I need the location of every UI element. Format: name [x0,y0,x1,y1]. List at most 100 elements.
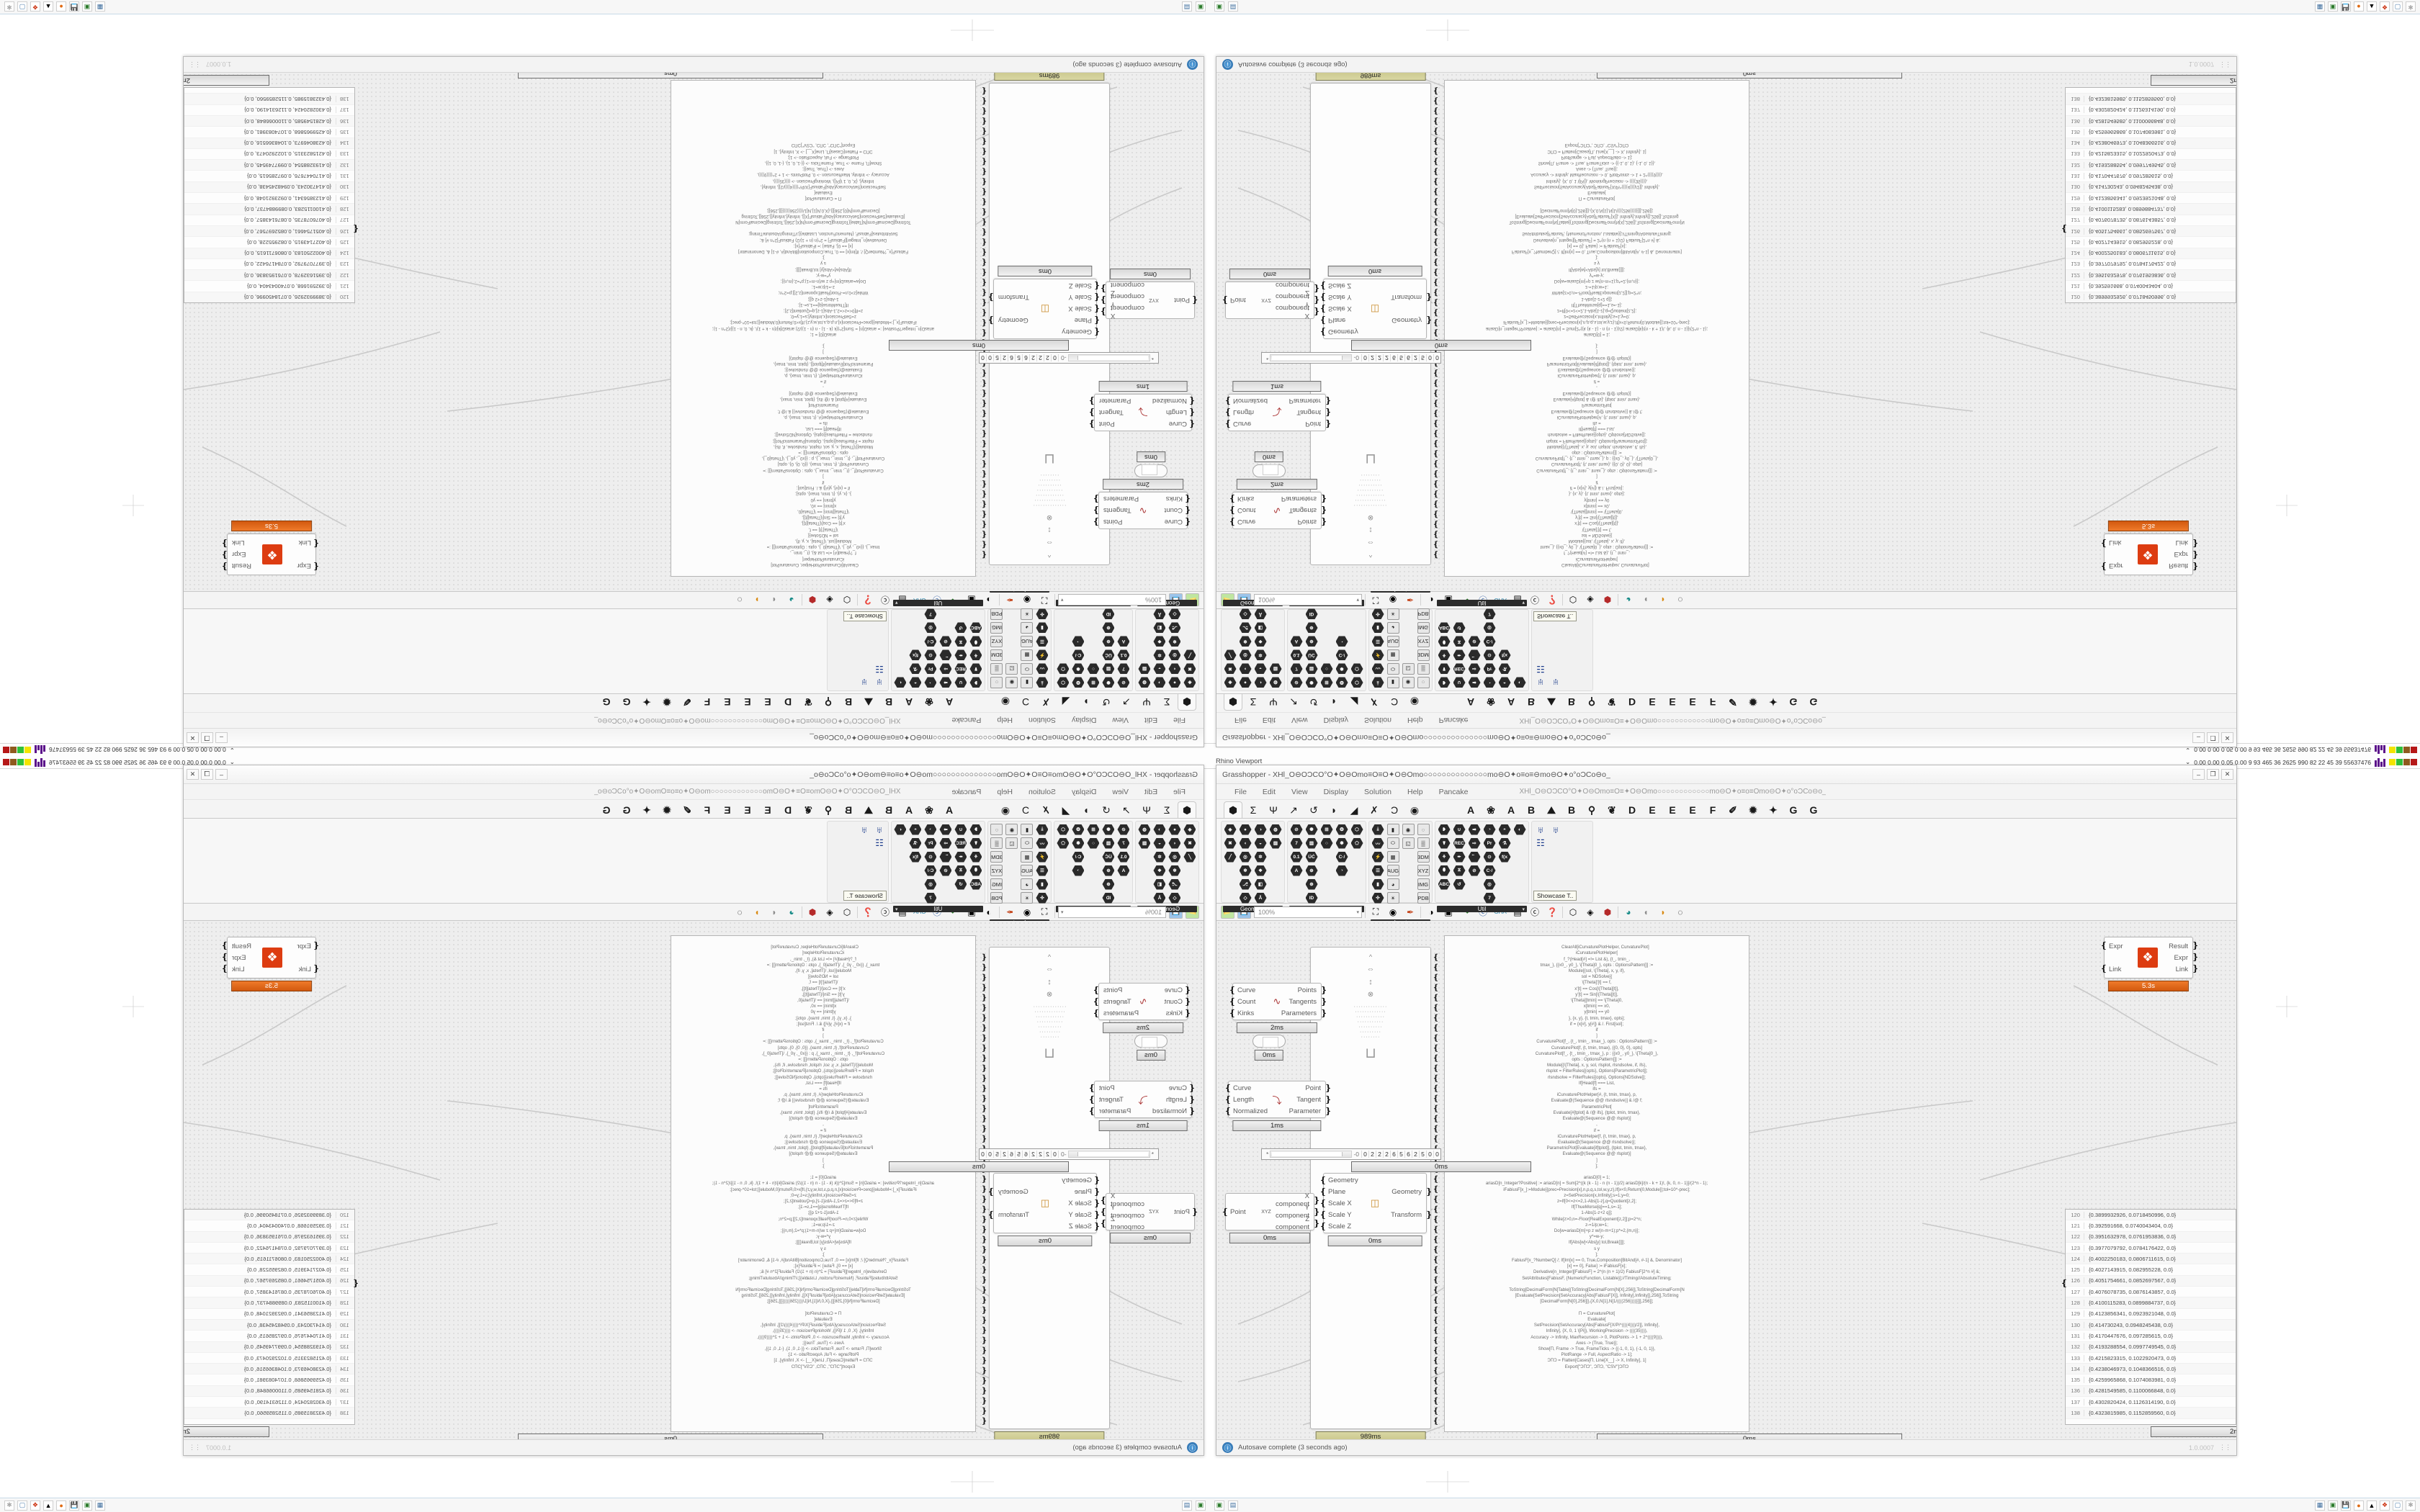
minimize-button[interactable]: – [215,769,228,780]
component-button[interactable]: ⚗ [1497,662,1512,675]
output-port[interactable]: ❵ [987,315,995,325]
output-port[interactable]: ❵ [1313,307,1321,317]
output-port[interactable]: ❵ [1092,505,1100,516]
data-panel-node[interactable]: 120 {0.3899932926, 0.0718450996, 0.0} 121{… [2065,87,2236,303]
component-button[interactable]: ◔ [1071,635,1085,648]
display-tab[interactable]: ◉ [1410,696,1420,708]
component-button[interactable]: ✒ [1452,850,1466,863]
component-button[interactable]: ⬭ [1020,662,1034,675]
component-button[interactable]: ◧ [1253,878,1268,891]
component-button[interactable]: ❖ [1152,864,1167,877]
output-port[interactable]: ❵ [220,940,228,950]
paint-grey-icon[interactable]: ◖ [1643,595,1649,606]
vector-tab[interactable]: ↗ [1122,804,1131,816]
component-button[interactable]: ♅ [1549,823,1563,836]
component-button[interactable]: ♅ [857,823,871,836]
menu-item-pancake[interactable]: Pancake [1438,716,1469,725]
component-button[interactable]: 0.1 [1116,649,1131,662]
component-button[interactable]: ∪ [954,823,968,836]
addon-bulb-tab[interactable]: ⚲ [1587,804,1596,816]
component-button[interactable]: ⚡ [1035,649,1049,662]
input-port[interactable]: ❴ [1319,1221,1327,1231]
addon-b2-tab[interactable]: B [844,696,853,708]
component-button[interactable]: ☤ [1437,837,1451,850]
input-port[interactable]: ❴ [1319,1175,1327,1185]
output-port[interactable]: ❵ [1092,517,1100,527]
output-port[interactable]: ❵ [1099,1207,1107,1217]
definition-canvas[interactable]: ClearAll[iCurvaturePlotHelper, Curvature… [184,73,1204,591]
input-port[interactable]: ❴ [1188,396,1196,406]
vector-tab[interactable]: ↗ [1289,804,1298,816]
component-button[interactable]: ⤓ [1371,676,1385,689]
addon-g2-tab[interactable]: G [602,696,611,708]
component-button[interactable]: ◔ [923,676,938,689]
component-button[interactable]: 0.1 [1289,649,1304,662]
addon-e2-tab[interactable]: E [1669,804,1676,816]
addon-bug-tab[interactable]: ✹ [663,804,671,816]
taskbar-icon-firefox[interactable]: ● [56,1500,66,1511]
component-button[interactable]: ☤ [969,837,983,850]
component-button[interactable]: ◖ [1168,837,1182,850]
help-icon[interactable]: ❓ [1546,595,1558,606]
display-tab[interactable]: ◉ [1000,696,1010,708]
addon-leaf-tab[interactable]: ❦ [804,804,812,816]
widget-icon[interactable]: ◈ [1587,906,1594,917]
component-button[interactable]: ÜĆ [1101,850,1116,863]
component-button[interactable]: ⊕ [1101,621,1116,634]
mesh-tab[interactable]: ◢ [1062,696,1070,708]
bake-icon[interactable]: ✒ [1406,595,1415,606]
taskbar-icon-rhino[interactable]: ▲ [43,1500,53,1511]
input-port[interactable]: ❴ [312,539,320,549]
evaluate-length-node[interactable]: Curve Point Length ⤵ Tangent Normalized [1088,1081,1196,1131]
component-button[interactable]: ▮ [1020,823,1034,836]
component-button[interactable]: ◑ [1152,823,1167,836]
menu-item-pancake[interactable]: Pancake [951,787,982,796]
search-scope-icon[interactable]: ⓒ [881,907,890,917]
data-panel-node[interactable]: 120 {0.3899932926, 0.0718450996, 0.0} 121{… [2065,1209,2236,1425]
addon-a-tab[interactable]: A [1466,696,1475,708]
component-button[interactable]: ◌ [1416,823,1430,836]
addon-bug-tab[interactable]: ✹ [1749,696,1757,708]
input-port[interactable]: ❴ [1229,996,1237,1007]
data-panel-input-port[interactable]: ❴ [351,224,359,234]
addon-f-tab[interactable]: F [1709,804,1716,816]
paint-teal-icon[interactable]: ◕ [1626,906,1631,917]
mesh-tab[interactable]: ◢ [1062,804,1070,816]
component-button[interactable]: ╱ [1183,850,1197,863]
marquee-icon[interactable]: ◌ [1677,595,1683,606]
grasshopper-titlebar[interactable]: Grasshopper - XHl_O⊖OƆCO°O✦O⊖Omo≡O≡O✦O⊖O… [184,728,1204,747]
addon-g2-tab[interactable]: G [602,804,611,816]
component-button[interactable]: ABC [969,621,983,634]
resize-grip-icon[interactable]: ⋮⋮ [2219,1444,2231,1451]
input-port[interactable]: ❴ [1229,505,1237,516]
close-button[interactable]: ✕ [2221,732,2233,743]
component-button[interactable]: Pr [1482,837,1497,850]
minimize-button[interactable]: – [2192,732,2205,743]
marquee-icon[interactable]: ◌ [737,595,743,606]
component-button[interactable]: ❄ [1168,864,1182,877]
mesh-tab[interactable]: ◢ [1350,696,1358,708]
component-button[interactable]: ◕ [1386,621,1400,634]
component-button[interactable]: ✣ [1035,608,1049,621]
transform-tab[interactable]: Ɔ [1021,804,1030,816]
taskbar-icon-rhino[interactable]: ▲ [43,1,53,12]
component-button[interactable]: ↺ [1452,878,1466,891]
help-icon[interactable]: ❓ [862,906,874,917]
component-button[interactable]: C·/ [1482,635,1497,648]
component-button[interactable]: ID [1304,891,1319,904]
component-button[interactable]: ÜĆ [1304,850,1319,863]
taskbar-icon-terminal[interactable]: ▣ [1196,1,1206,12]
component-button[interactable]: ▦ [1020,649,1034,662]
menu-item-solution[interactable]: Solution [1028,716,1056,725]
input-port[interactable]: ❴ [1319,1187,1327,1197]
component-button[interactable]: ♅ [1533,676,1548,689]
component-button[interactable]: ⚘ [969,850,983,863]
component-button[interactable]: ⎇ [1168,878,1182,891]
component-button[interactable]: ABC [1437,878,1451,891]
addon-leaf-tab[interactable]: ❦ [1608,696,1616,708]
output-port[interactable]: ❵ [1088,1094,1095,1104]
component-button[interactable]: ➡ [938,823,953,836]
input-port[interactable]: ❴ [1183,517,1191,527]
component-button[interactable]: C·/ [923,635,938,648]
component-button[interactable]: ∪ [954,676,968,689]
